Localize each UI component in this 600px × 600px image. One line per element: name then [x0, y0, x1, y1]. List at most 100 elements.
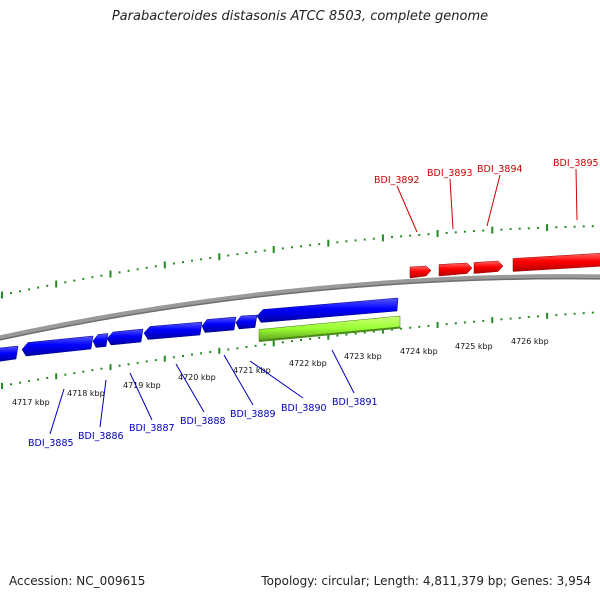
inner-tick-minor — [281, 341, 284, 344]
inner-tick-minor — [82, 370, 85, 373]
gene-arrow-bdi-3892[interactable] — [409, 265, 432, 279]
outer-tick-minor — [127, 269, 130, 272]
gene-label-bdi-3894[interactable]: BDI_3894 — [477, 164, 523, 175]
outer-tick-minor — [281, 247, 284, 250]
forward-strand-ticks — [1, 224, 594, 299]
gene-arrow-bdi-3895[interactable] — [512, 253, 600, 272]
gene-arrow-bdi-3893[interactable] — [438, 262, 473, 277]
outer-tick-major — [109, 270, 112, 278]
inner-tick-major — [436, 322, 439, 328]
inner-tick-minor — [227, 348, 230, 351]
gene-label-bdi-3892[interactable]: BDI_3892 — [374, 175, 420, 186]
gene-label-bdi-3889[interactable]: BDI_3889 — [230, 409, 276, 420]
gene-arrow-bdi-3889[interactable] — [143, 321, 203, 340]
inner-tick-minor — [46, 376, 49, 379]
inner-tick-minor — [372, 330, 375, 333]
gene-arrow-bdi-3885[interactable] — [0, 345, 19, 362]
inner-tick-major — [381, 327, 384, 334]
map-title: Parabacteroides distasonis ATCC 8503, co… — [111, 9, 489, 24]
outer-tick-minor — [100, 274, 103, 277]
inner-tick-minor — [263, 343, 266, 346]
gene-arrow-bdi-3894[interactable] — [473, 260, 504, 274]
outer-tick-minor — [564, 225, 567, 228]
outer-tick-minor — [463, 230, 466, 233]
outer-tick-minor — [418, 233, 421, 236]
outer-tick-minor — [254, 250, 257, 253]
inner-tick-minor — [191, 353, 193, 356]
inner-tick-major — [272, 340, 275, 347]
outer-tick-minor — [454, 231, 457, 234]
outer-tick-minor — [482, 229, 485, 232]
outer-tick-minor — [191, 259, 193, 262]
outer-tick-minor — [518, 227, 521, 230]
inner-tick-major — [491, 317, 494, 324]
inner-tick-major — [55, 373, 58, 380]
reverse-strand-genes — [0, 297, 399, 362]
scale-label: 4720 kbp — [178, 373, 216, 382]
gene-arrow-bdi-3891[interactable] — [256, 297, 399, 323]
genome-summary-text: Topology: circular; Length: 4,811,379 bp… — [261, 574, 591, 588]
inner-tick-major — [163, 355, 166, 362]
forward-strand-genes — [409, 253, 600, 279]
scale-label: 4726 kbp — [511, 337, 549, 346]
inner-tick-minor — [400, 327, 403, 330]
outer-tick-minor — [509, 228, 512, 231]
outer-tick-minor — [182, 261, 184, 264]
outer-tick-minor — [318, 243, 321, 246]
gene-label-bdi-3891[interactable]: BDI_3891 — [332, 397, 378, 408]
outer-tick-minor — [64, 281, 67, 284]
outer-tick-minor — [537, 226, 539, 229]
outer-tick-minor — [591, 225, 594, 228]
outer-tick-minor — [336, 241, 339, 244]
inner-tick-minor — [200, 352, 203, 355]
gene-label-bdi-3893[interactable]: BDI_3893 — [427, 168, 473, 179]
outer-tick-minor — [263, 249, 266, 252]
inner-tick-minor — [73, 372, 76, 375]
outer-tick-minor — [19, 290, 22, 293]
outer-tick-minor — [309, 244, 312, 247]
gene-arrow-bdi-3887[interactable] — [92, 333, 109, 348]
outer-tick-minor — [245, 252, 248, 254]
scale-label: 4724 kbp — [400, 347, 438, 356]
inner-tick-minor — [118, 364, 121, 367]
gene-arrow-bdi-3890b[interactable] — [235, 314, 258, 330]
reverse-strand-ticks — [1, 311, 594, 389]
outer-tick-minor — [91, 276, 94, 279]
gene-label-bdi-3887[interactable]: BDI_3887 — [129, 423, 175, 434]
inner-tick-minor — [418, 325, 421, 328]
outer-tick-major — [272, 246, 275, 253]
genome-backbone — [0, 274, 600, 341]
inner-tick-minor — [564, 313, 567, 316]
inner-tick-minor — [209, 351, 212, 353]
inner-tick-minor — [300, 339, 302, 341]
gene-label-bdi-3886[interactable]: BDI_3886 — [78, 431, 124, 442]
scale-label: 4725 kbp — [455, 342, 493, 351]
inner-tick-minor — [473, 320, 476, 323]
outer-tick-minor — [445, 231, 448, 234]
gene-label-bdi-3890[interactable]: BDI_3890 — [281, 403, 327, 414]
outer-tick-minor — [400, 235, 403, 238]
outer-tick-major — [546, 224, 549, 232]
gene-arrow-bdi-3888[interactable] — [106, 328, 144, 346]
inner-tick-minor — [427, 324, 430, 327]
inner-tick-minor — [182, 355, 184, 357]
gene-label-bdi-3885[interactable]: BDI_3885 — [28, 438, 74, 449]
gene-arrow-bdi-3886[interactable] — [21, 335, 94, 357]
gene-label-bdi-3888[interactable]: BDI_3888 — [180, 416, 226, 427]
outer-tick-minor — [555, 226, 558, 229]
inner-tick-minor — [354, 332, 357, 335]
gene-arrow-bdi-3890[interactable] — [201, 316, 237, 333]
outer-tick-minor — [10, 292, 12, 295]
inner-tick-major — [218, 347, 221, 354]
inner-tick-minor — [363, 331, 366, 334]
inner-tick-minor — [463, 321, 466, 324]
outer-tick-minor — [236, 253, 239, 256]
inner-tick-minor — [154, 359, 157, 362]
gene-label-bdi-3895[interactable]: BDI_3895 — [553, 158, 599, 169]
forward-gene-labels — [396, 168, 578, 233]
inner-tick-minor — [591, 311, 594, 314]
scale-label: 4719 kbp — [123, 381, 161, 390]
scale-label: 4721 kbp — [233, 366, 271, 375]
inner-tick-minor — [573, 312, 576, 315]
